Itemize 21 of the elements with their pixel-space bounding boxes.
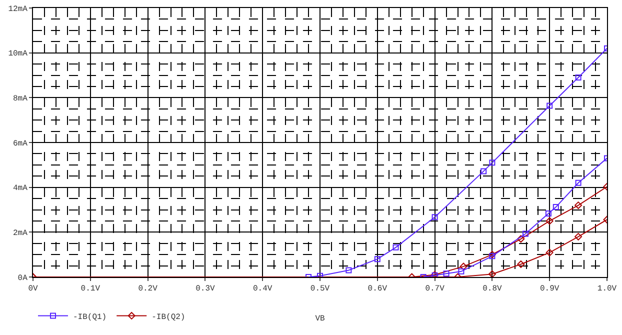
y-tick-label: 6mA — [12, 139, 28, 148]
x-axis-title: VB — [315, 314, 325, 324]
x-tick-label: 0.8V — [482, 284, 502, 294]
x-tick-label: 0V — [28, 284, 38, 294]
x-tick-label: 0.2V — [138, 284, 158, 294]
x-tick-label: 1.0V — [597, 284, 617, 294]
x-tick-label: 0.5V — [310, 284, 330, 294]
x-tick-label: 0.1V — [80, 284, 100, 294]
x-tick-label: 0.3V — [196, 284, 215, 294]
y-tick-label: 0A — [18, 274, 28, 283]
x-tick-label: 0.4V — [253, 284, 272, 294]
y-tick-label: 8mA — [12, 94, 28, 104]
y-tick-label: 12mA — [8, 4, 28, 14]
y-tick-label: 10mA — [8, 50, 28, 59]
y-tick-label: 2mA — [12, 228, 28, 238]
x-tick-label: 0.7V — [425, 284, 445, 294]
x-tick-label: 0.9V — [540, 284, 560, 294]
y-tick-label: 4mA — [12, 184, 28, 194]
legend-label: -IB(Q1) — [73, 312, 107, 322]
legend-label: -IB(Q2) — [152, 312, 186, 322]
x-tick-label: 0.6V — [368, 284, 388, 294]
